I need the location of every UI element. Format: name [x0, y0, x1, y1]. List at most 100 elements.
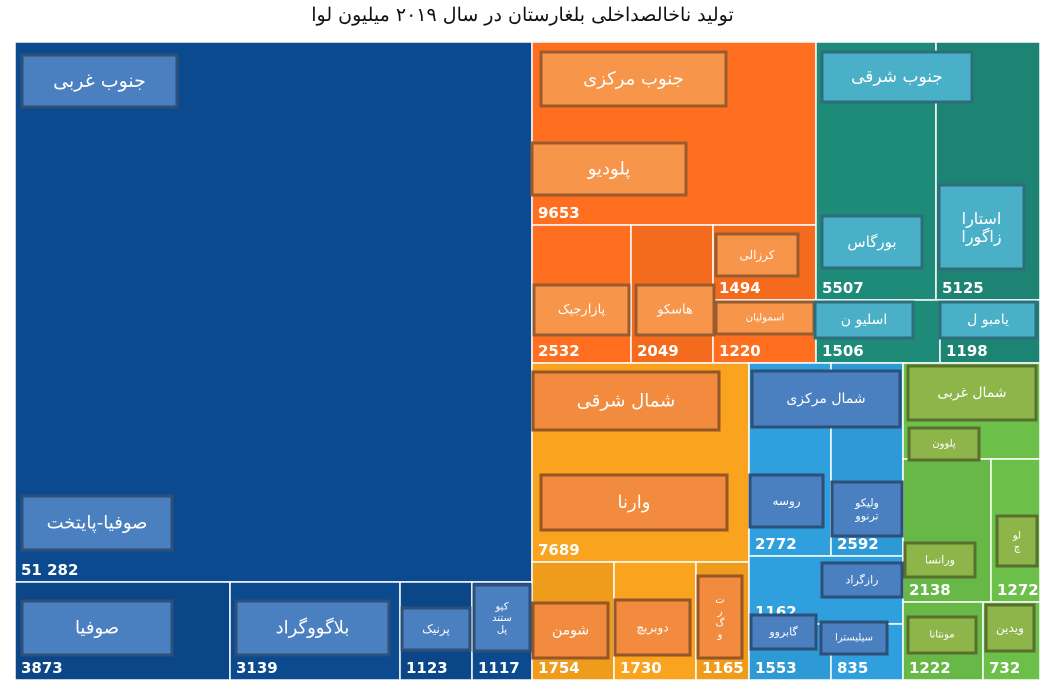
- province-value: 1222: [909, 659, 951, 677]
- label-box: [820, 214, 924, 270]
- province-label: پلوون: [907, 426, 981, 462]
- label-box: [820, 50, 974, 104]
- province-label: استارا زاگورا: [937, 183, 1026, 271]
- province-label: روسه: [748, 473, 825, 529]
- province-name: مونتانا: [929, 630, 954, 641]
- province-name: هاسکو: [656, 303, 693, 318]
- province-name: یامبو ل: [967, 312, 1009, 328]
- province-value: 7689: [538, 541, 580, 559]
- label-box: [750, 369, 902, 429]
- province-value: 2772: [755, 535, 797, 553]
- province-label: بورگاس: [820, 214, 924, 270]
- province-label: یامبو ل: [938, 300, 1038, 340]
- province-name: صوفیا-پایتخت: [47, 513, 148, 534]
- province-label: پرنیک: [400, 606, 472, 652]
- province-label: کیو ستند پل: [472, 583, 532, 653]
- label-box: [906, 615, 978, 655]
- province-label: شومن: [531, 601, 610, 660]
- region-label: شمال غربی: [906, 364, 1038, 422]
- region-label: جنوب غربی: [20, 53, 179, 109]
- province-value: 1198: [946, 342, 988, 360]
- province-name: صوفیا: [75, 618, 119, 639]
- province-value: 2532: [538, 342, 580, 360]
- province-label: ویدین: [984, 603, 1036, 653]
- region-name: شمال شرقی: [577, 391, 675, 412]
- label-box: [906, 364, 1038, 422]
- province-value: 732: [989, 659, 1020, 677]
- province-name: سیلیسترا: [835, 633, 873, 644]
- label-box: [714, 232, 800, 278]
- label-box: [613, 598, 692, 657]
- province-label: ولیکو ترنوو: [830, 480, 904, 538]
- province-value: 1553: [755, 659, 797, 677]
- province-value: 9653: [538, 204, 580, 222]
- chart-title: تولید ناخالصداخلی بلغارستان در سال ۲۰۱۹ …: [311, 4, 734, 26]
- province-label: دوبریچ: [613, 598, 692, 657]
- label-box: [472, 583, 532, 653]
- province-value: 2592: [837, 535, 879, 553]
- label-box: [400, 606, 472, 652]
- label-box: [820, 561, 904, 599]
- label-box: [539, 473, 729, 532]
- province-name: گابروو: [768, 626, 798, 639]
- province-name: وارنا: [618, 492, 651, 513]
- province-value: 1730: [620, 659, 662, 677]
- province-label: اسمولیان: [714, 300, 816, 336]
- region-label: جنوب شرقی: [820, 50, 974, 104]
- region-name: شمال مرکزی: [786, 391, 865, 407]
- label-box: [903, 541, 977, 579]
- province-value: 1165: [702, 659, 744, 677]
- province-name: پلوون: [932, 439, 956, 450]
- province-name: ویدین: [996, 621, 1024, 636]
- province-label: ورانسا: [903, 541, 977, 579]
- province-name: رازگراد: [846, 574, 879, 587]
- province-value: 835: [837, 659, 868, 677]
- region-label: شمال مرکزی: [750, 369, 902, 429]
- label-box: [532, 283, 631, 337]
- province-name: ولیکو ترنوو: [854, 496, 879, 522]
- province-value: 1494: [719, 279, 761, 297]
- province-name: ورانسا: [925, 554, 955, 567]
- label-box: [696, 574, 744, 660]
- label-box: [907, 426, 981, 462]
- province-label: سیلیسترا: [819, 620, 889, 656]
- province-label: کرزالی: [714, 232, 800, 278]
- label-box: [634, 283, 716, 337]
- region-name: شمال غربی: [937, 385, 1006, 401]
- label-box: [749, 613, 818, 651]
- province-name: روسه: [772, 494, 800, 509]
- label-box: [20, 494, 174, 552]
- province-name: پازارجیک: [558, 303, 606, 318]
- region-name: جنوب مرکزی: [583, 69, 684, 90]
- province-name: لو چ: [1012, 530, 1021, 553]
- label-box: [938, 300, 1038, 340]
- province-value: 1506: [822, 342, 864, 360]
- province-value: 1220: [719, 342, 761, 360]
- region-name: جنوب شرقی: [851, 67, 943, 87]
- province-label: مونتانا: [906, 615, 978, 655]
- label-box: [531, 370, 721, 432]
- province-value: 3873: [21, 659, 63, 677]
- label-box: [234, 599, 391, 657]
- province-label: اسلیو ن: [813, 300, 915, 340]
- province-value: 1123: [406, 659, 448, 677]
- label-box: [995, 514, 1039, 568]
- province-value: 3139: [236, 659, 278, 677]
- province-label: بلاگووگراد: [234, 599, 391, 657]
- label-box: [813, 300, 915, 340]
- province-name: اسمولیان: [746, 313, 785, 324]
- region-label: شمال شرقی: [531, 370, 721, 432]
- province-name: کیو ستند پل: [492, 601, 512, 635]
- province-value: 1754: [538, 659, 580, 677]
- province-label: هاسکو: [634, 283, 716, 337]
- label-box: [20, 53, 179, 109]
- tile-province: [14, 41, 533, 583]
- province-value: 1272: [997, 581, 1039, 599]
- province-name: شومن: [552, 623, 589, 639]
- province-label: وارنا: [539, 473, 729, 532]
- province-name: بلاگووگراد: [276, 617, 350, 639]
- province-label: رازگراد: [820, 561, 904, 599]
